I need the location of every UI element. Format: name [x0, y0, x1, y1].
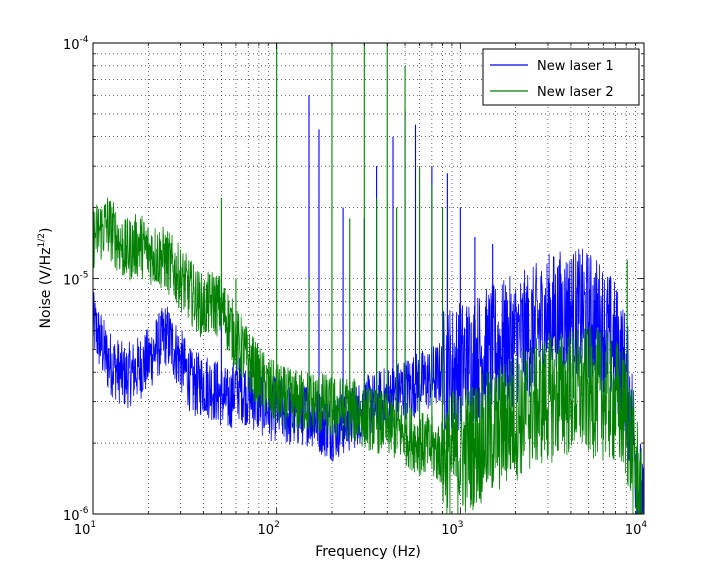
x-tick-label: 102 — [258, 520, 280, 538]
y-tick-label: 10-5 — [63, 271, 89, 289]
series-line-2 — [93, 197, 644, 514]
y-axis-title: Noise (V/Hz1/2) — [37, 228, 54, 329]
x-tick-label: 103 — [441, 520, 463, 538]
series-line-1 — [93, 248, 644, 514]
y-tick-label-exp: -6 — [80, 506, 89, 516]
x-tick-label: 101 — [74, 520, 96, 538]
x-tick-label-base: 10 — [74, 523, 91, 538]
y-axis-title-main: Noise (V/Hz — [38, 248, 54, 329]
series-layer — [93, 43, 644, 514]
y-tick-label-exp: -4 — [80, 35, 89, 45]
x-tick-label: 104 — [625, 520, 648, 538]
x-tick-label-base: 10 — [258, 523, 275, 538]
x-tick-label-exp: 4 — [641, 520, 647, 530]
y-axis-title-close: ) — [38, 228, 54, 233]
axis-ticks — [92, 42, 645, 515]
y-tick-label-exp: -5 — [80, 271, 89, 281]
legend-box — [482, 48, 640, 106]
y-tick-label: 10-4 — [63, 35, 89, 53]
y-tick-label-base: 10 — [63, 274, 80, 289]
legend: New laser 1 New laser 2 — [482, 48, 640, 106]
y-axis-title-exp: 1/2 — [37, 233, 47, 247]
y-tick-label-base: 10 — [63, 38, 80, 53]
y-tick-label: 10-6 — [63, 506, 89, 524]
x-tick-label-exp: 2 — [274, 520, 280, 530]
legend-label-series-2: New laser 2 — [537, 85, 614, 100]
x-axis-title: Frequency (Hz) — [315, 544, 421, 560]
x-tick-label-base: 10 — [441, 523, 458, 538]
x-tick-label-exp: 3 — [458, 520, 464, 530]
x-tick-label-base: 10 — [625, 523, 642, 538]
x-tick-label-exp: 1 — [90, 520, 96, 530]
y-tick-label-base: 10 — [63, 509, 80, 524]
legend-label-series-1: New laser 1 — [537, 59, 614, 74]
